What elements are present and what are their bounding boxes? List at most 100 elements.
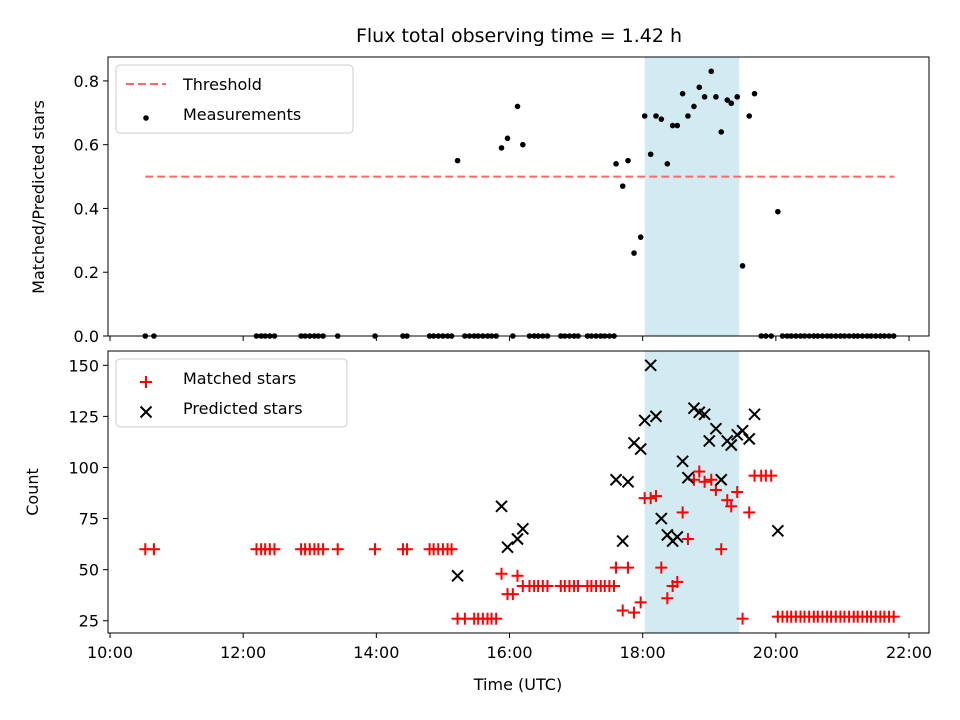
y-tick-label: 150: [68, 356, 99, 375]
data-point-b: [511, 532, 524, 546]
data-point: [887, 610, 900, 623]
data-point: [511, 532, 524, 546]
data-point: [664, 161, 671, 167]
x-tick-label: 14:00: [353, 643, 399, 662]
data-point-b: [621, 475, 635, 488]
data-point: [498, 145, 505, 151]
y-tick-label: 25: [79, 612, 99, 631]
legend-marker-b: [139, 405, 153, 419]
top-y-axis-label: Matched/Predicted stars: [29, 100, 48, 294]
data-point: [541, 580, 554, 592]
bottom-panel: 25 50 75 100 125 150 10:00 12:00 14:00 16:00 18:00…: [23, 350, 932, 694]
data-point: [445, 543, 458, 556]
observing-window-shade: [644, 351, 740, 633]
data-point-b: [516, 522, 530, 535]
data-point-b: [661, 528, 674, 542]
data-point: [693, 465, 706, 478]
legend-label: Matched stars: [183, 369, 296, 388]
data-point-b: [627, 436, 641, 450]
data-point: [520, 141, 526, 148]
data-point: [638, 414, 651, 427]
data-point: [504, 135, 511, 142]
x-tick-label: 10:00: [87, 643, 133, 662]
legend-label: Predicted stars: [183, 399, 303, 418]
data-point: [748, 408, 761, 421]
bottom-y-axis-label: Count: [23, 468, 42, 516]
x-tick-label: 16:00: [486, 643, 532, 662]
data-point-b: [736, 424, 749, 437]
legend-marker: [143, 115, 149, 121]
top-legend: Threshold Measurements: [115, 64, 354, 134]
data-point: [649, 490, 662, 503]
data-point-b: [451, 569, 464, 582]
data-point: [685, 113, 691, 119]
data-point: [728, 100, 735, 107]
data-point: [644, 492, 657, 505]
data-point: [725, 438, 738, 452]
x-axis-label: Time (UTC): [473, 675, 562, 694]
series-predicted-stars: [451, 359, 785, 582]
y-tick-label: 50: [79, 561, 99, 580]
data-point: [721, 494, 734, 507]
data-point-b: [655, 512, 668, 525]
data-point-b: [698, 408, 711, 421]
data-point: [644, 359, 657, 372]
data-point: [676, 506, 689, 519]
data-point: [511, 569, 524, 582]
data-point: [628, 606, 641, 619]
data-point: [734, 94, 741, 100]
data-point: [619, 183, 626, 189]
data-point: [743, 432, 756, 446]
data-point: [709, 422, 723, 435]
data-point: [724, 97, 731, 103]
data-point: [674, 122, 681, 129]
data-point: [701, 94, 708, 100]
data-point: [490, 612, 503, 625]
y-tick-label: 0.4: [74, 199, 99, 218]
data-point: [715, 543, 728, 556]
data-point: [331, 543, 344, 556]
top-axes-frame: [107, 56, 930, 337]
data-point-b: [501, 540, 514, 554]
data-point: [609, 473, 623, 486]
data-point-b: [693, 406, 706, 419]
data-point: [669, 122, 676, 129]
data-point-b: [616, 534, 629, 548]
data-point: [661, 592, 674, 605]
bottom-axes-frame: [107, 350, 930, 634]
data-point: [625, 157, 631, 164]
x-tick-label: 18:00: [620, 643, 666, 662]
legend-frame: [115, 358, 348, 428]
data-point: [610, 561, 623, 574]
data-point: [369, 543, 382, 556]
x-tick-label: 12:00: [220, 643, 266, 662]
data-point: [743, 506, 756, 519]
data-point: [634, 442, 647, 456]
data-point-b: [681, 471, 695, 484]
data-point: [691, 103, 697, 110]
data-point: [765, 469, 778, 482]
data-point: [725, 500, 738, 513]
x-tick-label: 22:00: [886, 643, 932, 662]
legend-marker: [140, 376, 152, 388]
data-point-b: [609, 473, 623, 486]
data-point: [658, 116, 665, 122]
data-point-b: [715, 473, 728, 486]
y-tick-label: 125: [68, 407, 99, 426]
data-point: [746, 113, 753, 119]
data-point: [679, 90, 686, 97]
data-point: [613, 161, 619, 167]
data-point: [705, 473, 718, 486]
data-point: [641, 113, 648, 119]
data-point-b: [634, 442, 647, 456]
data-point-b: [743, 432, 756, 446]
data-point: [676, 455, 689, 468]
legend-marker: [139, 405, 153, 419]
y-tick-label: 0.6: [74, 136, 99, 155]
data-point: [647, 151, 654, 158]
chart-title: Flux total observing time = 1.42 h: [356, 25, 682, 47]
data-point: [715, 473, 728, 486]
data-point: [514, 103, 521, 110]
data-point: [681, 533, 694, 545]
